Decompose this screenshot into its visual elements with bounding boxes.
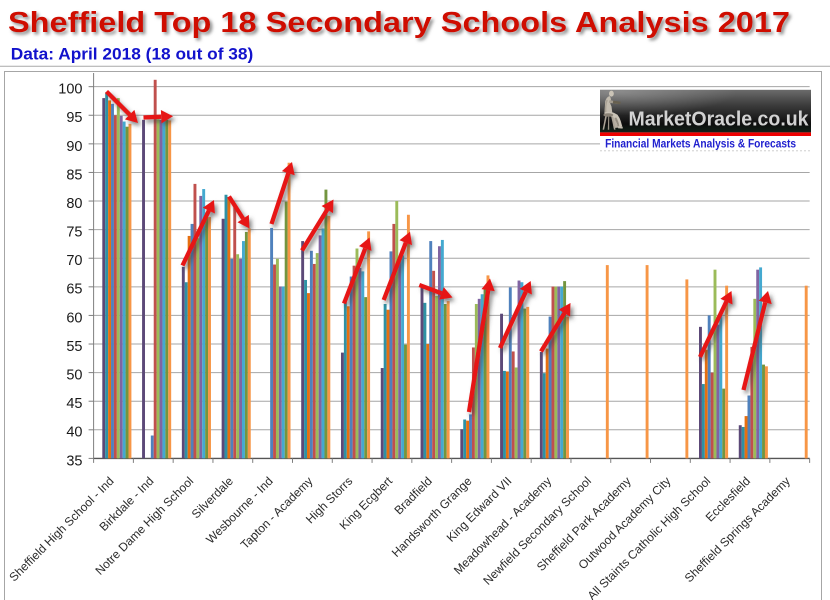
svg-text:40: 40: [66, 425, 82, 441]
svg-text:50: 50: [66, 368, 82, 384]
svg-text:60: 60: [66, 310, 82, 326]
svg-text:MarketOracle.co.uk: MarketOracle.co.uk: [629, 109, 810, 131]
svg-text:90: 90: [66, 139, 82, 155]
svg-text:65: 65: [66, 282, 82, 298]
svg-text:100: 100: [58, 82, 82, 98]
svg-text:70: 70: [66, 253, 82, 269]
svg-text:55: 55: [66, 339, 82, 355]
svg-text:75: 75: [66, 225, 82, 241]
svg-text:35: 35: [66, 453, 82, 469]
svg-text:45: 45: [66, 396, 82, 412]
svg-text:Data: April 2018 (18 out of 38: Data: April 2018 (18 out of 38): [11, 44, 254, 63]
svg-text:Sheffield Top 18 Secondary Sch: Sheffield Top 18 Secondary Schools Analy…: [8, 7, 790, 39]
svg-text:Financial Markets Analysis & F: Financial Markets Analysis & Forecasts: [605, 136, 796, 150]
svg-text:85: 85: [66, 167, 82, 183]
svg-text:80: 80: [66, 196, 82, 212]
svg-text:95: 95: [66, 110, 82, 126]
